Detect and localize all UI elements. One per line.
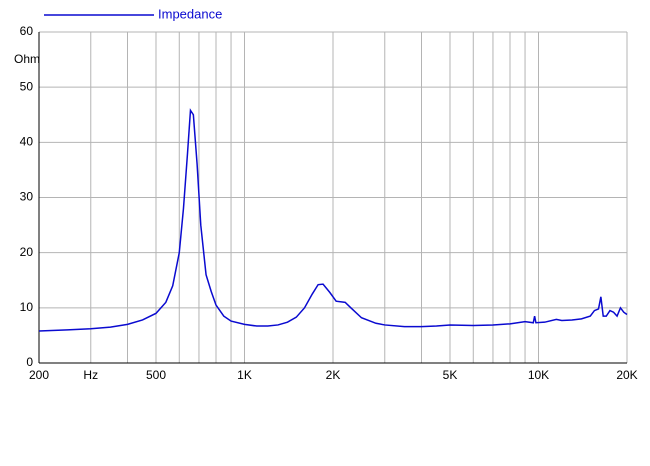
x-tick-label: 500 bbox=[146, 368, 166, 382]
y-tick-label: 60 bbox=[20, 24, 34, 38]
y-tick-label: 0 bbox=[26, 355, 33, 369]
x-tick-label: 1K bbox=[237, 368, 252, 382]
x-tick-label: 200 bbox=[29, 368, 49, 382]
x-tick-label: Hz bbox=[83, 368, 98, 382]
y-tick-label: 40 bbox=[20, 135, 34, 149]
y-tick-label: 50 bbox=[20, 79, 34, 93]
y-axis-label: Ohm bbox=[14, 52, 40, 66]
x-tick-label: 20K bbox=[616, 368, 637, 382]
y-tick-label: 20 bbox=[20, 245, 34, 259]
x-tick-label: 10K bbox=[528, 368, 549, 382]
legend-label: Impedance bbox=[158, 6, 222, 21]
x-tick-label: 5K bbox=[443, 368, 458, 382]
y-tick-label: 30 bbox=[20, 190, 34, 204]
y-tick-label: 10 bbox=[20, 300, 34, 314]
x-tick-label: 2K bbox=[326, 368, 341, 382]
data-line bbox=[38, 108, 628, 332]
